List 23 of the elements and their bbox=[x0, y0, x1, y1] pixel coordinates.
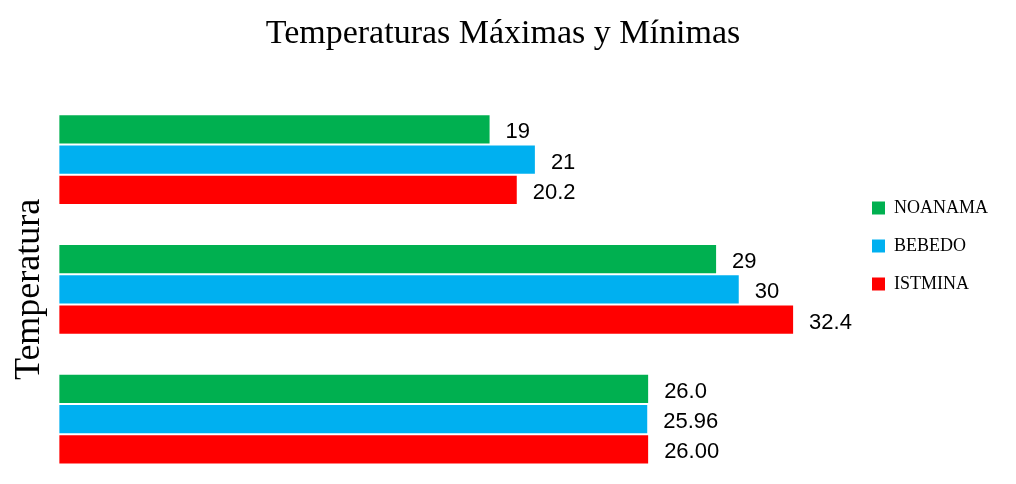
data-label: 20.2 bbox=[532, 179, 576, 204]
bar bbox=[59, 275, 739, 304]
data-label: 29 bbox=[732, 248, 757, 274]
bar bbox=[59, 145, 535, 174]
bar bbox=[59, 175, 517, 205]
data-label: 25.96 bbox=[663, 408, 719, 434]
data-label: 26.00 bbox=[664, 438, 720, 464]
bar bbox=[59, 115, 490, 144]
bar bbox=[59, 374, 649, 403]
legend-label: NOANAMA bbox=[894, 196, 988, 217]
legend-label: BEBEDO bbox=[894, 234, 966, 255]
data-label: 32.4 bbox=[809, 308, 852, 334]
data-label: 30 bbox=[754, 278, 780, 304]
data-label: 26.0 bbox=[664, 377, 707, 403]
data-label: 19 bbox=[505, 118, 531, 144]
bar bbox=[59, 245, 717, 274]
legend-label: ISTMINA bbox=[894, 272, 969, 293]
data-label: 21 bbox=[550, 148, 576, 174]
bar bbox=[59, 435, 649, 464]
y-axis-title: Temperatura bbox=[7, 198, 48, 381]
bar bbox=[59, 405, 648, 434]
chart-title: Temperaturas Máximas y Mínimas bbox=[265, 13, 741, 51]
bar bbox=[59, 305, 794, 334]
